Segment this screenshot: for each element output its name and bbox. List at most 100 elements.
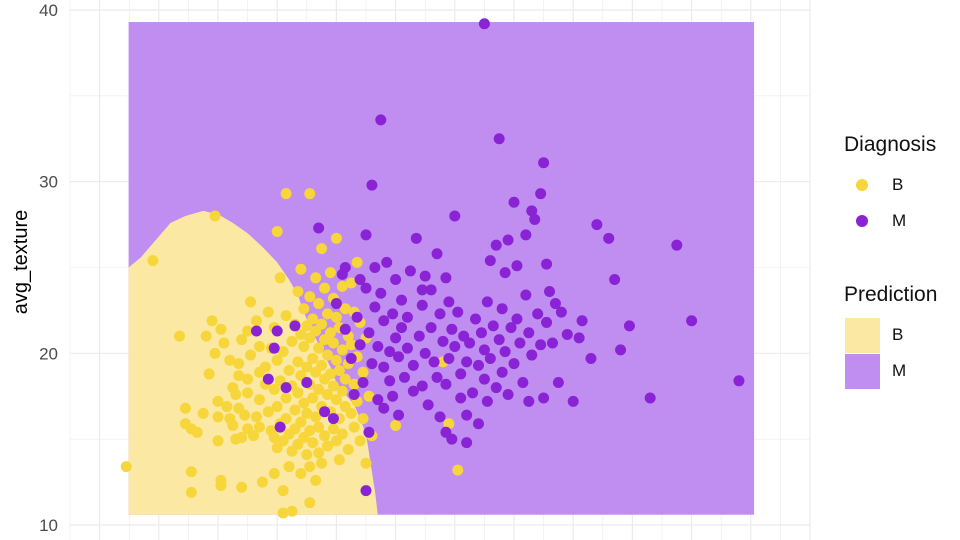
point-b bbox=[242, 373, 254, 385]
point-b bbox=[324, 267, 336, 279]
point-b bbox=[253, 340, 265, 352]
point-b bbox=[283, 365, 295, 376]
point-b bbox=[280, 392, 292, 404]
point-m bbox=[475, 327, 487, 339]
point-m bbox=[538, 157, 550, 169]
point-b bbox=[301, 449, 313, 461]
point-m bbox=[401, 311, 413, 323]
point-m bbox=[419, 270, 431, 282]
point-m bbox=[393, 351, 405, 363]
point-b bbox=[339, 303, 351, 315]
point-b bbox=[336, 344, 348, 356]
point-b bbox=[233, 358, 245, 370]
point-m bbox=[478, 373, 490, 385]
point-b bbox=[218, 337, 230, 349]
point-m bbox=[398, 371, 410, 383]
point-m bbox=[549, 298, 561, 310]
point-b bbox=[250, 411, 262, 423]
point-m bbox=[431, 248, 443, 260]
point-b bbox=[242, 387, 254, 399]
point-m bbox=[360, 485, 372, 497]
point-m bbox=[434, 308, 446, 320]
point-b bbox=[174, 330, 186, 342]
point-m bbox=[472, 359, 484, 371]
point-m bbox=[526, 349, 538, 361]
point-m bbox=[502, 234, 514, 246]
point-b bbox=[342, 443, 354, 455]
point-b bbox=[313, 447, 325, 459]
point-m bbox=[443, 296, 455, 308]
point-m bbox=[360, 229, 372, 241]
point-b bbox=[357, 413, 369, 425]
point-b bbox=[298, 397, 310, 409]
prediction-legend-label-b: B bbox=[892, 325, 904, 344]
point-b bbox=[248, 430, 260, 442]
point-b bbox=[221, 401, 233, 413]
point-m bbox=[384, 375, 396, 387]
diagnosis-legend-title: Diagnosis bbox=[844, 133, 937, 156]
point-m bbox=[520, 289, 532, 301]
point-b bbox=[443, 418, 455, 430]
point-b bbox=[307, 313, 319, 325]
y-tick-label: 20 bbox=[39, 344, 58, 363]
point-b bbox=[310, 411, 322, 423]
point-b bbox=[304, 461, 316, 473]
m-region-swatch bbox=[844, 353, 880, 389]
point-b bbox=[286, 335, 298, 347]
point-m bbox=[327, 413, 339, 425]
point-m bbox=[274, 421, 286, 433]
point-m bbox=[535, 188, 547, 200]
point-b bbox=[313, 342, 325, 354]
point-b bbox=[345, 277, 357, 289]
point-m bbox=[544, 286, 556, 298]
point-m bbox=[437, 335, 449, 347]
point-m bbox=[484, 352, 496, 364]
point-b bbox=[292, 286, 304, 298]
point-m bbox=[508, 358, 520, 370]
point-b bbox=[322, 349, 334, 361]
point-b bbox=[322, 389, 334, 401]
point-b bbox=[322, 308, 334, 320]
point-b bbox=[179, 402, 191, 414]
point-b bbox=[197, 407, 209, 419]
point-m bbox=[390, 332, 402, 344]
point-m bbox=[396, 322, 408, 334]
point-b bbox=[348, 421, 360, 433]
point-b bbox=[333, 365, 345, 376]
point-b bbox=[215, 323, 227, 335]
point-b bbox=[203, 368, 215, 380]
point-b bbox=[307, 352, 319, 364]
point-b bbox=[280, 310, 292, 322]
point-m bbox=[591, 219, 603, 231]
point-m bbox=[623, 320, 635, 332]
y-tick-label: 10 bbox=[39, 516, 58, 535]
point-b bbox=[304, 425, 316, 437]
prediction-legend-label-m: M bbox=[892, 361, 907, 380]
point-b bbox=[354, 435, 366, 447]
point-m bbox=[517, 377, 529, 389]
point-m bbox=[449, 210, 461, 222]
y-tick-label: 30 bbox=[39, 173, 58, 192]
point-m bbox=[313, 222, 325, 234]
point-b bbox=[286, 505, 298, 517]
point-b bbox=[295, 263, 307, 275]
point-b bbox=[200, 330, 212, 342]
point-b bbox=[227, 419, 239, 431]
point-b bbox=[319, 430, 331, 442]
point-b bbox=[271, 225, 283, 237]
point-m bbox=[573, 332, 585, 344]
point-m bbox=[407, 359, 419, 371]
point-m bbox=[378, 361, 390, 373]
point-b bbox=[310, 272, 322, 284]
point-m bbox=[496, 303, 508, 315]
point-m bbox=[390, 274, 402, 286]
point-b bbox=[256, 476, 268, 488]
point-b bbox=[336, 385, 348, 397]
point-m bbox=[467, 387, 479, 399]
point-m bbox=[401, 342, 413, 354]
point-b bbox=[292, 387, 304, 399]
point-m bbox=[381, 256, 393, 268]
point-b bbox=[295, 328, 307, 340]
point-m bbox=[502, 389, 514, 401]
